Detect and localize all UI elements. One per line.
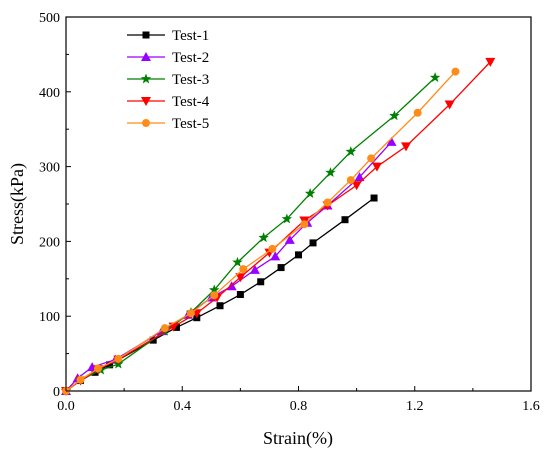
series-test-2 — [61, 136, 397, 395]
y-tick-label: 300 — [39, 161, 60, 176]
y-tick-label: 200 — [39, 235, 60, 250]
x-axis-title: Strain(%) — [263, 428, 333, 449]
data-point — [309, 239, 317, 247]
data-point — [106, 361, 114, 369]
legend-marker — [140, 73, 152, 84]
data-point — [341, 216, 349, 224]
data-point — [300, 220, 309, 229]
data-point — [295, 251, 302, 259]
series-test-5 — [62, 67, 460, 395]
x-tick-label: 0.4 — [174, 399, 192, 414]
legend-marker — [142, 31, 150, 39]
series-layer — [60, 57, 496, 396]
data-point — [389, 110, 400, 121]
data-point — [277, 264, 285, 272]
legend-marker — [141, 52, 151, 61]
data-point — [281, 213, 293, 224]
data-point — [232, 256, 243, 267]
data-point — [172, 323, 180, 331]
data-point — [371, 162, 382, 172]
data-point — [386, 136, 397, 146]
data-point — [257, 278, 265, 286]
data-point — [239, 265, 248, 274]
data-point — [208, 284, 220, 295]
legend-label: Test-3 — [172, 72, 209, 88]
data-point — [444, 100, 455, 110]
data-point — [429, 72, 441, 83]
x-tick-label: 0.8 — [290, 399, 308, 414]
data-point — [236, 291, 244, 299]
data-point — [451, 67, 460, 76]
legend-marker — [142, 119, 150, 127]
legend-item: Test-1 — [127, 28, 209, 44]
legend-label: Test-1 — [172, 28, 209, 44]
data-point — [249, 264, 260, 274]
y-tick-label: 500 — [39, 11, 60, 26]
data-point — [413, 108, 422, 117]
data-point — [226, 281, 237, 291]
legend-item: Test-2 — [127, 50, 209, 66]
data-point — [351, 181, 362, 191]
data-point — [258, 232, 269, 243]
x-tick-label: 0.0 — [57, 399, 75, 414]
plot-area — [60, 16, 532, 396]
legend-item: Test-3 — [127, 72, 209, 88]
legend-marker — [141, 97, 151, 106]
axis-layer: 0.0 0.4 0.8 1.2 1.6 0 100 200 300 400 500 — [39, 11, 540, 414]
y-tick-label: 0 — [53, 385, 60, 400]
data-point — [268, 244, 277, 253]
series-line — [65, 61, 491, 392]
legend-item: Test-4 — [127, 94, 210, 110]
legend-label: Test-4 — [172, 94, 210, 110]
data-point — [485, 57, 496, 67]
data-point — [93, 364, 102, 373]
data-point — [216, 302, 224, 310]
data-point — [401, 142, 412, 152]
data-point — [114, 354, 123, 363]
data-point — [186, 309, 195, 318]
data-point — [160, 324, 169, 333]
legend: Test-1 Test-2 Test-3 Test-4 Test-5 — [127, 28, 210, 132]
legend-label: Test-2 — [172, 50, 209, 66]
data-point — [76, 375, 85, 384]
data-point — [270, 251, 281, 261]
data-point — [325, 167, 336, 178]
legend-label: Test-5 — [172, 116, 209, 132]
data-point — [235, 273, 246, 283]
y-tick-label: 400 — [39, 86, 60, 101]
data-point — [345, 146, 357, 157]
data-point — [323, 198, 332, 207]
data-point — [210, 291, 219, 300]
y-tick-label: 100 — [39, 310, 60, 325]
data-point — [354, 172, 365, 182]
x-tick-label: 1.2 — [406, 399, 424, 414]
series-line — [65, 141, 392, 392]
x-tick-label: 1.6 — [522, 399, 540, 414]
legend-item: Test-5 — [127, 116, 209, 132]
series-test-4 — [61, 57, 496, 396]
series-line — [65, 77, 436, 392]
data-point — [284, 234, 295, 244]
data-point — [370, 194, 378, 202]
y-axis-title: Stress(kPa) — [7, 163, 28, 245]
data-point — [304, 188, 316, 198]
series-test-3 — [60, 72, 441, 396]
data-point — [346, 176, 355, 185]
data-point — [367, 154, 376, 163]
plot-frame — [65, 16, 532, 392]
